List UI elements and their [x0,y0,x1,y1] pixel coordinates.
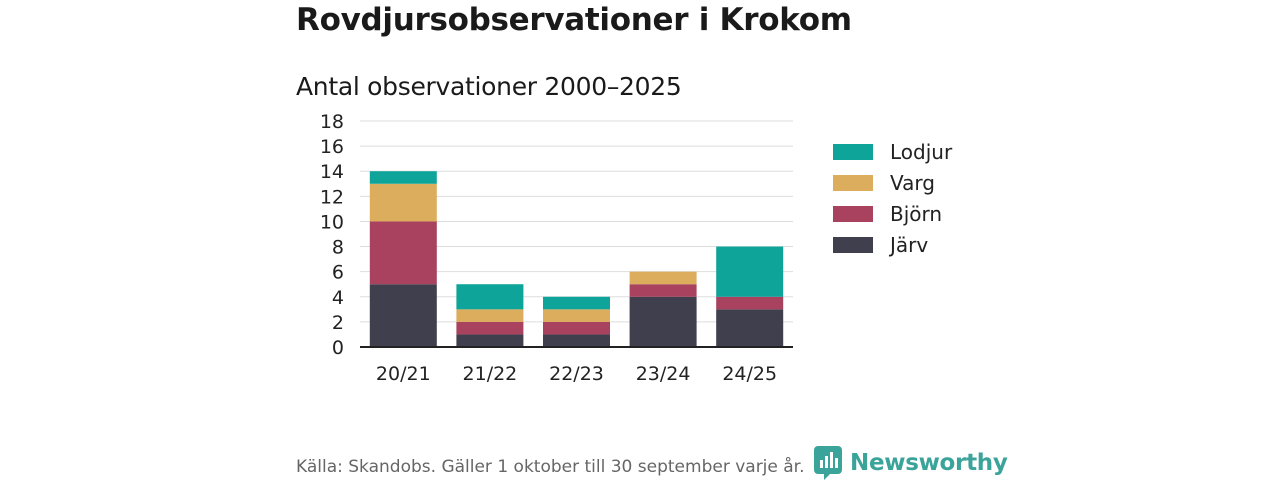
bar-segment-varg [369,183,437,222]
bar-segment-bjorn [369,221,437,285]
y-tick-label: 16 [320,136,344,158]
y-tick-label: 18 [320,111,344,133]
source-note: Källa: Skandobs. Gäller 1 oktober till 3… [296,457,805,477]
x-tick-label: 20/21 [376,363,431,385]
legend-label: Varg [890,171,935,195]
x-tick-label: 21/22 [463,363,518,385]
bar-segment-jarv [543,334,610,347]
legend-swatch-jarv [833,237,873,253]
bar-segment-bjorn [629,284,697,297]
bar-segment-varg [456,309,524,322]
x-tick-label: 22/23 [549,363,604,385]
y-tick-label: 14 [320,161,344,183]
legend-swatch-varg [833,175,873,191]
bar-segment-bjorn [543,321,610,335]
bar-segment-jarv [456,334,524,347]
y-tick-label: 4 [332,287,344,309]
legend-label: Björn [890,202,942,226]
x-tick-label: 23/24 [636,363,691,385]
bar-segment-jarv [629,296,697,347]
chart-subtitle: Antal observationer 2000–2025 [296,72,682,101]
newsworthy-logo: Newsworthy [814,446,1008,480]
chart-title: Rovdjursobservationer i Krokom [296,2,852,38]
bar-segment-lodjur [716,246,784,297]
bar-segment-jarv [369,284,437,347]
bar-segment-bjorn [456,321,524,335]
y-tick-label: 0 [332,337,344,359]
y-tick-label: 8 [332,237,344,259]
bar-segment-jarv [716,309,784,347]
legend-label: Järv [888,233,928,257]
legend-swatch-lodjur [833,144,873,160]
bar-segment-lodjur [369,171,437,184]
x-tick-label: 24/25 [722,363,777,385]
newsworthy-chat-chart-icon [814,446,842,480]
y-tick-label: 10 [320,211,344,233]
y-tick-label: 12 [320,186,344,208]
legend-swatch-bjorn [833,206,873,222]
bar-segment-lodjur [456,284,524,310]
legend-label: Lodjur [890,140,953,164]
y-tick-label: 6 [332,262,344,284]
bar-segment-lodjur [543,296,610,310]
bar-segment-varg [629,271,697,285]
brand-name: Newsworthy [850,450,1008,476]
bar-segment-bjorn [716,296,784,310]
stacked-bar-chart: 0 2 4 6 8 10 12 14 16 18 20/21 21/22 22/23 23/24 24/25… [320,111,953,385]
y-tick-label: 2 [332,312,344,334]
bar-segment-varg [543,309,610,322]
